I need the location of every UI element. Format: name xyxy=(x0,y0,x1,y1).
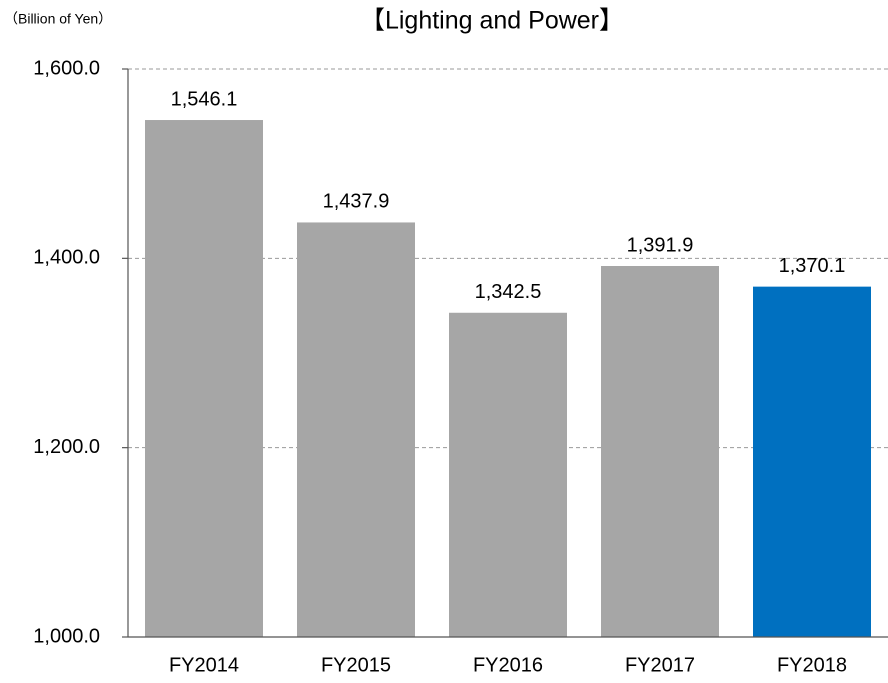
y-tick-label: 1,600.0 xyxy=(33,57,100,79)
bar xyxy=(449,312,567,637)
y-tick-label: 1,400.0 xyxy=(33,247,100,269)
value-label: 1,437.9 xyxy=(323,191,390,213)
value-label: 1,546.1 xyxy=(171,88,238,110)
x-tick-label: FY2014 xyxy=(169,654,239,676)
bar xyxy=(145,120,263,637)
bar xyxy=(601,266,719,637)
value-label: 1,391.9 xyxy=(627,234,694,256)
y-axis-label: （Billion of Yen） xyxy=(4,11,112,27)
y-tick-label: 1,000.0 xyxy=(33,625,100,647)
bar xyxy=(753,286,871,637)
bar xyxy=(297,222,415,638)
x-tick-label: FY2017 xyxy=(625,654,695,676)
x-tick-label: FY2018 xyxy=(777,654,847,676)
chart-title: 【Lighting and Power】 xyxy=(360,7,624,35)
x-tick-label: FY2015 xyxy=(321,654,391,676)
value-label: 1,370.1 xyxy=(779,255,846,277)
value-label: 1,342.5 xyxy=(475,281,542,303)
x-tick-label: FY2016 xyxy=(473,654,543,676)
y-tick-label: 1,200.0 xyxy=(33,436,100,458)
